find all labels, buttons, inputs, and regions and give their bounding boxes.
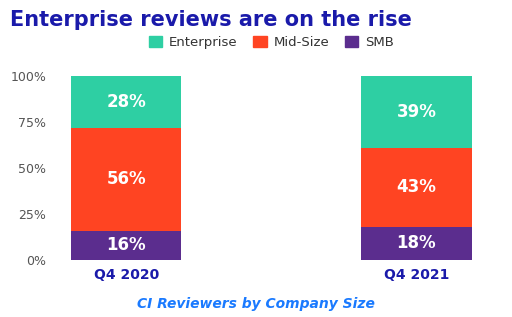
Bar bbox=[361, 76, 472, 148]
Bar bbox=[361, 148, 472, 227]
Text: 56%: 56% bbox=[106, 170, 146, 188]
Text: 39%: 39% bbox=[396, 103, 436, 121]
Text: 18%: 18% bbox=[397, 234, 436, 252]
Text: 43%: 43% bbox=[396, 178, 436, 196]
Text: 16%: 16% bbox=[106, 236, 146, 254]
Bar bbox=[71, 230, 181, 260]
Text: Enterprise reviews are on the rise: Enterprise reviews are on the rise bbox=[10, 10, 412, 29]
Bar bbox=[361, 227, 472, 260]
Text: 28%: 28% bbox=[106, 93, 146, 111]
Legend: Enterprise, Mid-Size, SMB: Enterprise, Mid-Size, SMB bbox=[144, 31, 399, 55]
Text: CI Reviewers by Company Size: CI Reviewers by Company Size bbox=[137, 297, 375, 311]
Bar bbox=[71, 127, 181, 230]
Bar bbox=[71, 76, 181, 127]
